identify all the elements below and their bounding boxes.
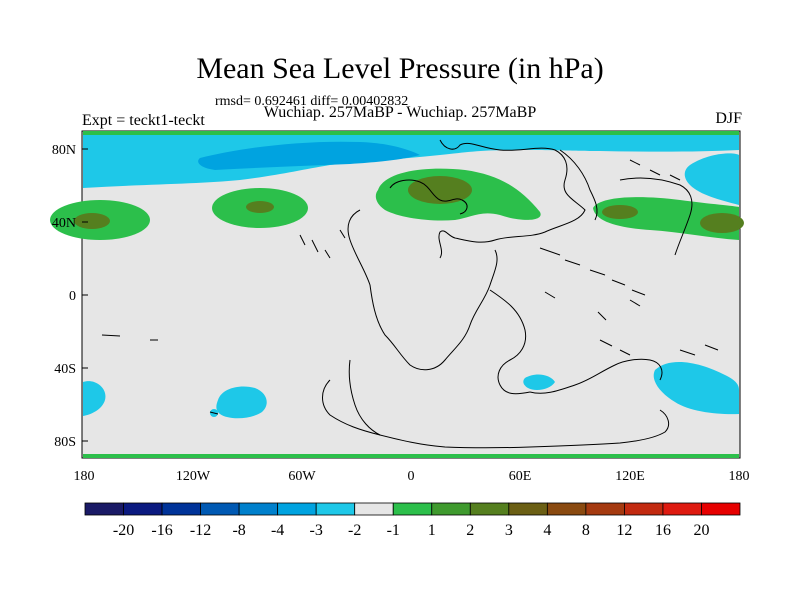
olive-core-east	[602, 205, 638, 219]
colorbar-swatch	[354, 502, 394, 516]
colorbar-swatch	[238, 502, 279, 516]
colorbar-swatch	[624, 502, 664, 516]
coastlines	[101, 139, 719, 449]
chart-title: Mean Sea Level Pressure (in hPa)	[196, 52, 604, 85]
colorbar-swatch	[508, 502, 548, 516]
olive-core-west	[74, 213, 110, 229]
colorbar-label: 1	[428, 522, 436, 539]
olive-core-central-west	[246, 201, 274, 213]
cyan-region-southeast	[653, 361, 739, 415]
olive-core-central	[408, 176, 472, 204]
season-label: DJF	[715, 110, 742, 127]
y-tick-label: 80N	[52, 143, 76, 158]
colorbar-label: 4	[543, 522, 551, 539]
colorbar-label: 2	[466, 522, 474, 539]
colorbar-swatch	[701, 502, 741, 516]
x-tick-label: 120W	[176, 469, 211, 484]
colorbar-label: -16	[151, 522, 172, 539]
colorbar-swatch	[585, 502, 625, 516]
cyan-region-south-central	[216, 386, 267, 419]
colorbar-swatch	[392, 502, 433, 516]
colorbar-swatch	[662, 502, 702, 516]
x-tick-label: 180	[74, 469, 95, 484]
map-panel	[50, 130, 744, 459]
cyan-region-north	[83, 135, 739, 188]
y-tick-label: 0	[69, 289, 76, 304]
stats-label: rmsd= 0.692461 diff= 0.00402832	[215, 94, 409, 109]
green-strip-north	[83, 131, 739, 135]
y-tick-label: 40S	[54, 362, 76, 377]
colorbar-swatch	[315, 502, 356, 516]
colorbar-swatch	[200, 502, 240, 516]
olive-core-far-east	[700, 213, 744, 233]
colorbar-swatch	[161, 502, 201, 516]
cyan-region-northeast	[684, 153, 739, 205]
colorbar-label: 16	[655, 522, 671, 539]
colorbar-swatch	[84, 502, 124, 516]
x-tick-label: 120E	[615, 469, 645, 484]
colorbar-label: -1	[387, 522, 400, 539]
cyan-region-southwest	[83, 381, 106, 416]
colorbar-label: -12	[190, 522, 211, 539]
cyan-region-south-mid	[523, 374, 555, 390]
colorbar-swatch	[431, 502, 471, 516]
colorbar-label: -2	[348, 522, 361, 539]
colorbar: -20 -16 -12 -8 -4 -3 -2 -1 1 2 3 4 8 12 16 20	[84, 502, 741, 539]
experiment-label: Expt = teckt1-teckt	[82, 112, 205, 129]
x-axis: 180 120W 60W 0 60E 120E 180	[74, 469, 750, 484]
x-tick-label: 0	[408, 469, 415, 484]
colorbar-swatch	[277, 502, 317, 516]
green-strip-south	[83, 454, 739, 458]
colorbar-label: -20	[113, 522, 134, 539]
colorbar-label: -3	[310, 522, 323, 539]
x-tick-label: 180	[729, 469, 750, 484]
y-axis: 80N 40N 0 40S 80S	[52, 143, 88, 450]
colorbar-label: 12	[616, 522, 632, 539]
cyan-region-north-dark	[198, 141, 420, 170]
colorbar-label: 3	[505, 522, 513, 539]
x-tick-label: 60E	[509, 469, 532, 484]
x-tick-label: 60W	[288, 469, 316, 484]
colorbar-swatch	[123, 502, 163, 516]
colorbar-label: 20	[693, 522, 709, 539]
y-tick-label: 40N	[52, 216, 76, 231]
comparison-label: Wuchiap. 257MaBP - Wuchiap. 257MaBP	[263, 104, 537, 121]
colorbar-label: -8	[232, 522, 245, 539]
y-tick-label: 80S	[54, 435, 76, 450]
colorbar-label: 8	[582, 522, 590, 539]
colorbar-label: -4	[271, 522, 284, 539]
colorbar-swatch	[546, 502, 587, 516]
colorbar-swatch	[469, 502, 510, 516]
